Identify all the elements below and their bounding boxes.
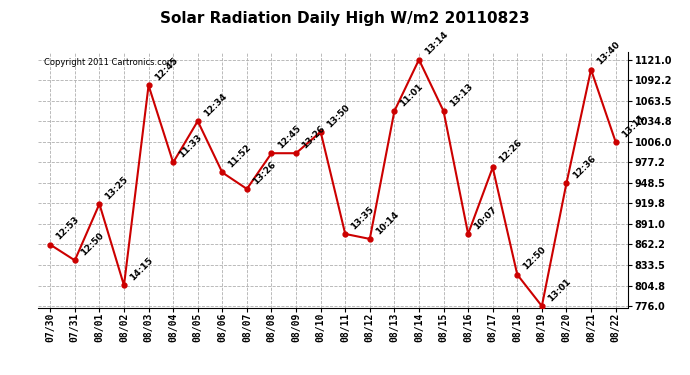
Text: Copyright 2011 Cartronics.com: Copyright 2011 Cartronics.com	[44, 58, 175, 67]
Text: 12:26: 12:26	[497, 138, 524, 165]
Text: 10:14: 10:14	[374, 210, 401, 236]
Text: 13:40: 13:40	[595, 40, 622, 67]
Text: 13:11: 13:11	[620, 112, 647, 139]
Text: 12:50: 12:50	[522, 245, 548, 272]
Text: 13:14: 13:14	[423, 30, 450, 57]
Text: 11:33: 11:33	[177, 133, 204, 160]
Text: 13:25: 13:25	[104, 174, 130, 201]
Text: 12:45: 12:45	[152, 56, 179, 82]
Text: 13:01: 13:01	[546, 277, 573, 303]
Text: Solar Radiation Daily High W/m2 20110823: Solar Radiation Daily High W/m2 20110823	[160, 11, 530, 26]
Text: 13:35: 13:35	[349, 204, 376, 231]
Text: 12:34: 12:34	[202, 92, 228, 118]
Text: 14:15: 14:15	[128, 256, 155, 283]
Text: 12:50: 12:50	[79, 231, 106, 258]
Text: 12:53: 12:53	[55, 215, 81, 242]
Text: 11:01: 11:01	[399, 82, 425, 108]
Text: 12:45: 12:45	[275, 124, 302, 150]
Text: 11:52: 11:52	[226, 143, 253, 170]
Text: 13:13: 13:13	[448, 82, 474, 108]
Text: 13:26: 13:26	[251, 159, 277, 186]
Text: 13:26: 13:26	[300, 124, 327, 150]
Text: 13:50: 13:50	[325, 102, 351, 129]
Text: 12:36: 12:36	[571, 154, 598, 180]
Text: 10:07: 10:07	[472, 205, 499, 231]
